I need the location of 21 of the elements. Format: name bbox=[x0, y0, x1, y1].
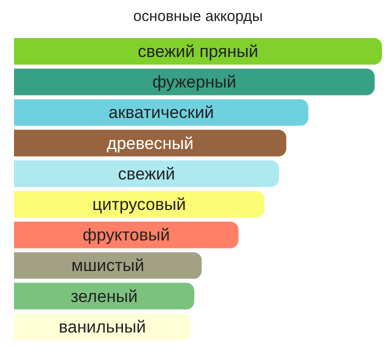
bar bbox=[14, 38, 382, 65]
bar bbox=[14, 130, 286, 156]
bar bbox=[14, 160, 279, 188]
y-tick-label: акватический bbox=[108, 103, 214, 122]
y-tick-label: зеленый bbox=[70, 286, 138, 306]
y-tick-label: ванильный bbox=[58, 317, 146, 336]
y-tick-label: цитрусовый bbox=[92, 194, 186, 214]
y-tick-label: свежий bbox=[118, 164, 175, 184]
y-tick-label: мшистый bbox=[71, 256, 144, 276]
bar bbox=[14, 190, 264, 218]
y-tick-label: фужерный bbox=[152, 72, 236, 92]
bar bbox=[14, 252, 202, 279]
bar bbox=[14, 313, 191, 340]
bar bbox=[14, 99, 308, 126]
y-tick-label: древесный bbox=[106, 134, 194, 153]
chart-title: основные аккорды bbox=[133, 8, 263, 26]
y-tick-label: свежий пряный bbox=[138, 42, 258, 61]
bar bbox=[14, 68, 375, 96]
y-tick-label: фруктовый bbox=[82, 226, 170, 245]
bar bbox=[14, 222, 238, 248]
bar bbox=[14, 282, 194, 310]
